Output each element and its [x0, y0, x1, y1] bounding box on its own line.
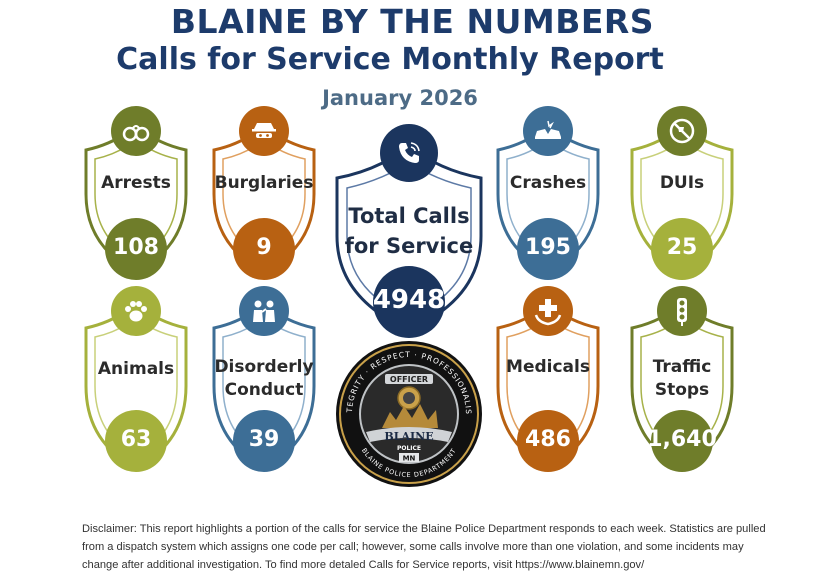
stat-label-line1: Disorderly — [214, 357, 314, 377]
stat-card-animals: Animals 63 — [76, 286, 196, 482]
stat-value: 486 — [525, 427, 571, 452]
page-title: BLAINE BY THE NUMBERS — [170, 2, 655, 41]
police-badge-seal: INTEGRITY · RESPECT · PROFESSIONALISM BL… — [320, 333, 494, 488]
stat-value: 25 — [666, 235, 698, 260]
stat-label-line2: for Service — [344, 234, 474, 258]
stat-card-crashes: Crashes 195 — [488, 104, 608, 284]
stat-label: Arrests — [101, 173, 171, 193]
traffic-light-icon — [657, 286, 707, 336]
stat-value: 195 — [525, 235, 571, 260]
page-subtitle: Calls for Service Monthly Report — [116, 42, 664, 77]
argument-icon — [239, 286, 289, 336]
report-month: January 2026 — [322, 86, 478, 110]
no-drinking-driving-icon — [657, 106, 707, 156]
stat-card-medicals: Medicals 486 — [488, 286, 608, 482]
medical-cross-icon — [523, 286, 573, 336]
burglar-icon — [239, 106, 289, 156]
handcuffs-icon — [111, 106, 161, 156]
stat-card-arrests: Arrests 108 — [76, 104, 196, 284]
stat-label: Crashes — [509, 173, 587, 193]
stat-card-duis: DUIs 25 — [622, 104, 742, 284]
stat-value: 108 — [113, 235, 159, 260]
stat-value: 1,640 — [647, 427, 717, 452]
stat-card-traffic-stops: Traffic Stops 1,640 — [622, 286, 742, 482]
stat-label: Medicals — [506, 357, 590, 377]
stat-value: 4948 — [372, 285, 446, 315]
stat-value: 39 — [248, 427, 280, 452]
stat-label: Animals — [97, 359, 175, 379]
stat-label-line2: Conduct — [224, 380, 304, 400]
stat-value: 9 — [256, 235, 272, 260]
stat-value: 63 — [120, 427, 152, 452]
stat-card-total-calls: Total Calls for Service 4948 — [329, 118, 489, 344]
stat-label: DUIs — [659, 173, 705, 193]
stat-card-disorderly-conduct: Disorderly Conduct 39 — [204, 286, 324, 482]
badge-police-text: POLICE — [397, 445, 421, 452]
stat-label-line1: Traffic — [652, 357, 712, 377]
disclaimer-text: Disclaimer: This report highlights a por… — [82, 523, 766, 571]
stat-label-line2: Stops — [654, 380, 710, 400]
paw-icon — [111, 286, 161, 336]
phone-icon — [380, 124, 438, 182]
car-crash-icon — [523, 106, 573, 156]
stat-label-line1: Total Calls — [348, 204, 470, 228]
badge-officer-text: OFFICER — [390, 375, 428, 384]
stat-label: Burglaries — [214, 173, 314, 193]
badge-state-text: MN — [403, 455, 416, 463]
stat-card-burglaries: Burglaries 9 — [204, 104, 324, 284]
badge-city-text: BLAINE — [384, 430, 433, 443]
